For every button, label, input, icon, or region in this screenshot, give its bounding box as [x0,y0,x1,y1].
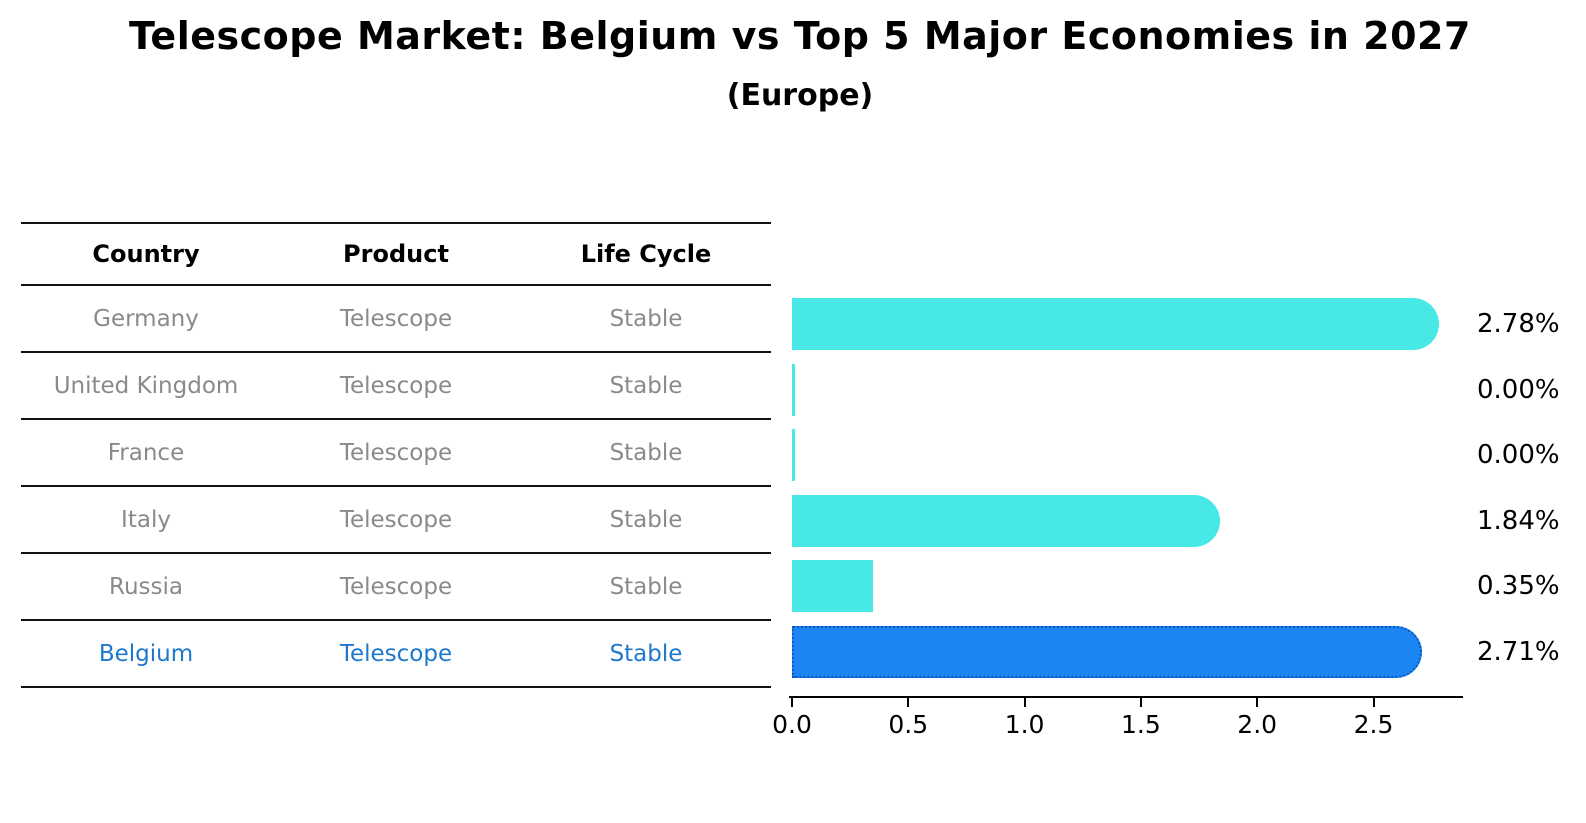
value-label: 0.35% [1477,571,1560,601]
value-label: 2.78% [1477,309,1560,339]
cell-product: Telescope [339,372,453,399]
value-label: 0.00% [1477,375,1560,405]
cell-country: France [107,439,185,466]
cell-life-cycle: Stable [609,506,683,533]
cell-product: Telescope [339,640,453,667]
table-row: France Telescope Stable [21,420,771,487]
table-row: United Kingdom Telescope Stable [21,353,771,420]
table-row: Germany Telescope Stable [21,286,771,353]
x-tick-mark [1372,698,1375,707]
x-tick-mark [791,698,793,707]
bar-italy [792,495,1220,547]
cell-country: Italy [121,506,171,533]
x-tick-mark [1023,698,1026,707]
value-label: 1.84% [1477,506,1560,536]
table-row: Belgium Telescope Stable [21,621,771,688]
column-header-country: Country [92,240,200,268]
x-tick-label: 0.0 [772,710,812,739]
cell-country: Germany [93,305,199,332]
cell-product: Telescope [339,305,453,332]
x-tick-label: 2.0 [1237,710,1278,739]
bar-russia [792,560,874,612]
bar-united-kingdom [792,364,795,416]
table-row: Italy Telescope Stable [21,487,771,554]
table-row: Russia Telescope Stable [21,554,771,621]
bar-belgium [792,626,1423,678]
cell-life-cycle: Stable [609,372,683,399]
cell-life-cycle: Stable [609,640,683,667]
column-header-life-cycle: Life Cycle [580,240,712,268]
chart-title: Telescope Market: Belgium vs Top 5 Major… [129,14,1471,58]
x-tick-label: 2.5 [1353,710,1394,739]
value-label: 0.00% [1477,440,1560,470]
chart-subtitle: (Europe) [726,78,874,113]
cell-life-cycle: Stable [609,439,683,466]
table-header-row: Country Product Life Cycle [21,222,771,286]
column-header-product: Product [343,240,449,268]
value-label: 2.71% [1477,637,1560,667]
cell-life-cycle: Stable [609,573,683,600]
cell-life-cycle: Stable [609,305,683,332]
x-tick-mark [907,698,910,707]
x-tick-label: 1.5 [1121,710,1161,739]
cell-country: United Kingdom [53,372,239,399]
cell-country: Belgium [98,640,194,667]
x-tick-label: 1.0 [1004,710,1045,739]
x-tick-mark [1256,698,1259,707]
table-rows: Germany Telescope Stable United Kingdom Tele… [21,286,771,688]
cell-product: Telescope [339,439,453,466]
x-axis-line [789,696,1463,698]
cell-product: Telescope [339,506,453,533]
x-tick-label: 0.5 [888,710,929,739]
cell-country: Russia [109,573,183,600]
bar-france [792,429,795,481]
x-tick-mark [1139,698,1142,707]
cell-product: Telescope [339,573,453,600]
country-table: Country Product Life Cycle Germany Telesc… [21,222,771,688]
bar-germany [792,298,1439,350]
